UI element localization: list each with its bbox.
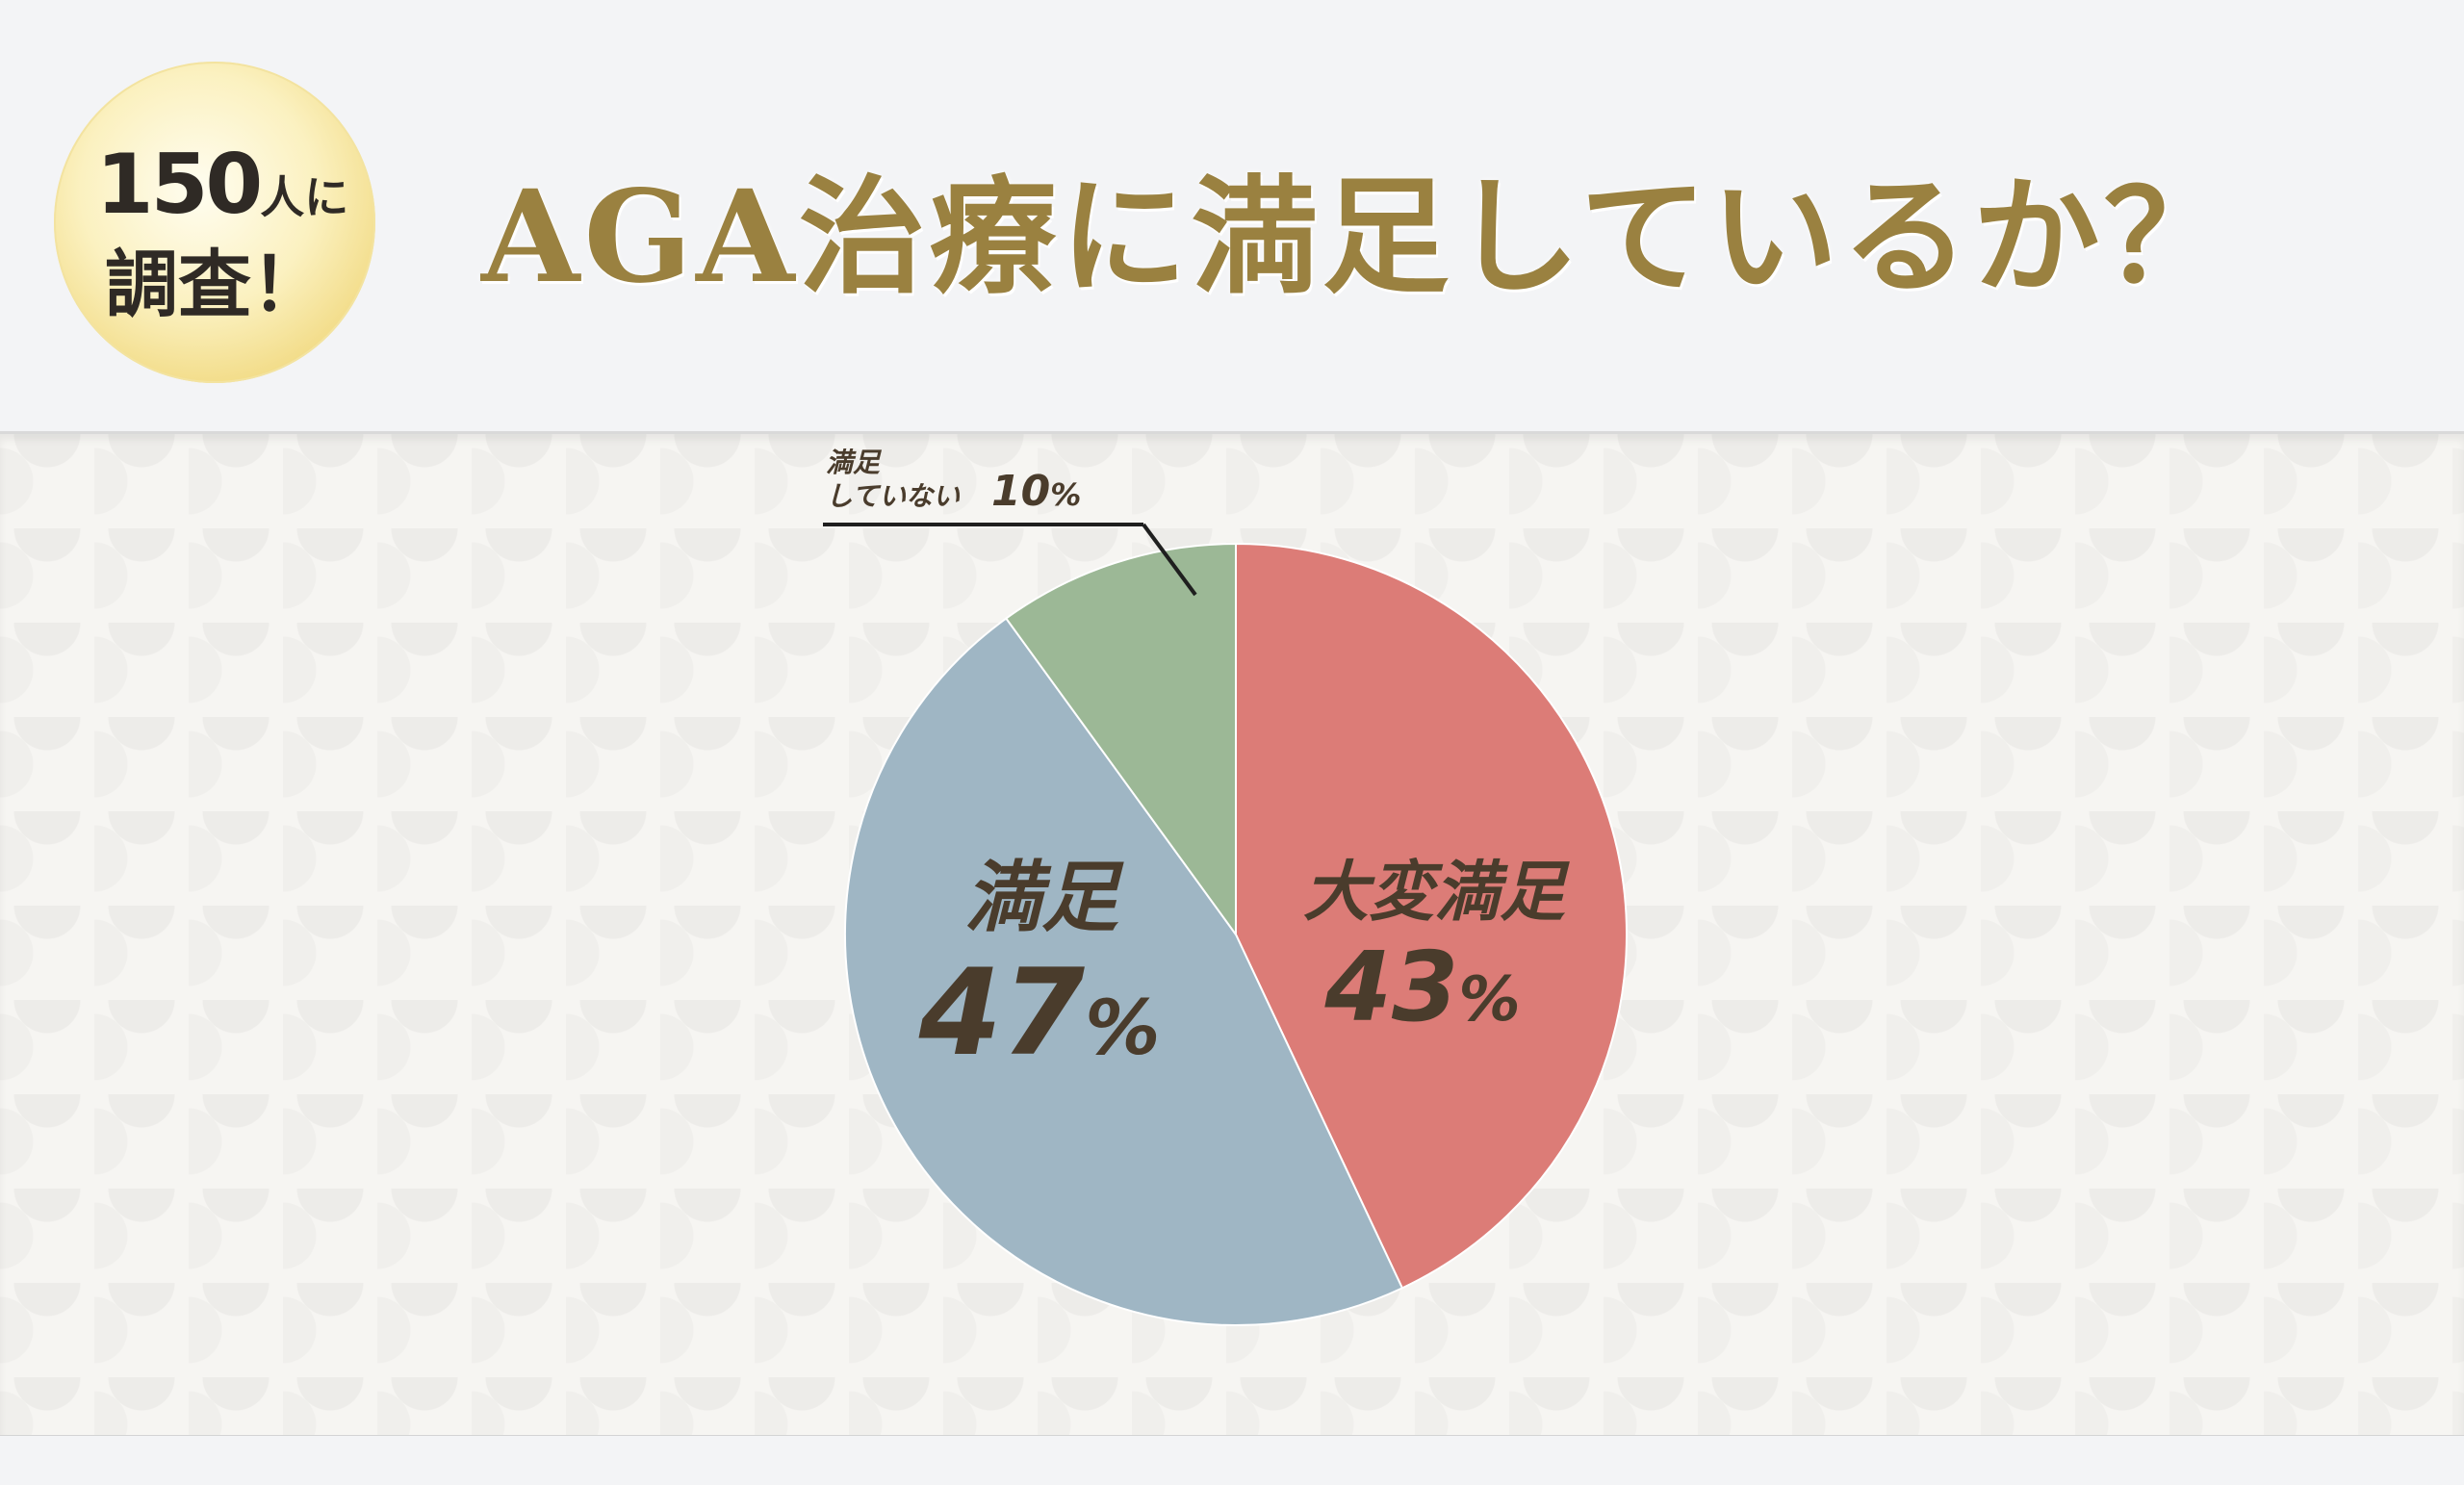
page-title: AGA治療に満足しているか？ [481,163,2235,312]
badge-count: 150 [95,137,264,233]
slice-label-satisfied: 満足 [964,853,1124,942]
callout-leader-diagonal [1142,523,1197,597]
footer [0,1436,2464,1485]
slice-label-not-satisfied-line1: 満足 [826,447,883,478]
slice-label-not-satisfied-line2: していない [826,480,961,512]
badge-count-suffix: 人に [260,171,349,223]
badge-bottom-line: 調査！ [105,242,324,327]
header [0,0,2464,431]
pie-slice-satisfied [843,617,1404,1326]
slice-value-satisfied: 47% [918,944,1161,1083]
slice-value-not-satisfied: 10% [991,467,1081,516]
slice-label-very-satisfied: 大変満足 [1303,855,1570,931]
pie-slice-very-satisfied [1235,542,1628,1290]
badge-top-line: 150人に [83,137,362,233]
survey-badge: 150人に 調査！ [54,62,375,383]
pie-slice-not-satisfied [1004,542,1237,938]
slice-value-very-satisfied: 43% [1323,931,1520,1043]
